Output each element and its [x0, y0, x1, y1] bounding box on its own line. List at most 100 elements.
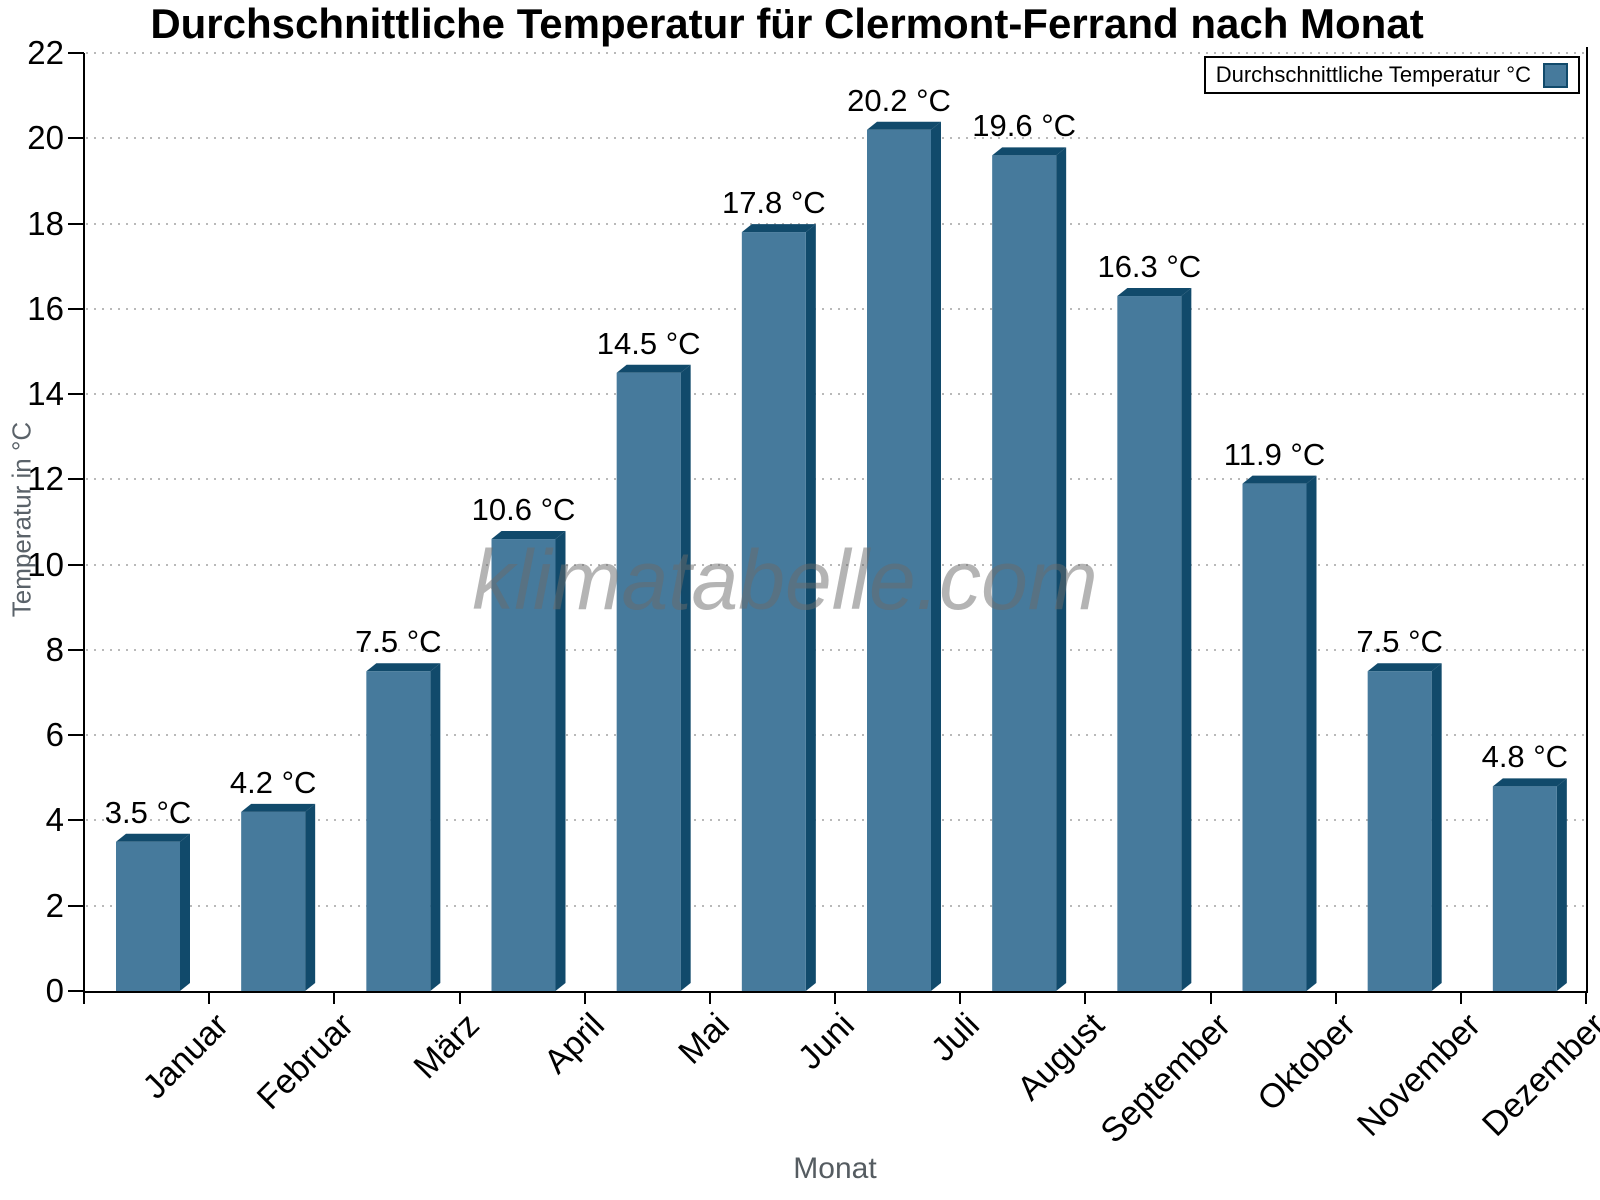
x-tick-8	[1084, 991, 1087, 1004]
y-tick-18	[68, 222, 84, 225]
bar-series	[116, 121, 1567, 992]
bar-face	[1242, 483, 1307, 991]
y-tick-10	[68, 563, 84, 566]
gridline-12	[86, 478, 1586, 481]
y-axis-title: Temperatur in °C	[6, 421, 37, 618]
bar-face	[616, 372, 681, 992]
bar-top-bevel	[1242, 475, 1317, 484]
x-tick-6	[834, 991, 836, 1004]
y-tick-2	[68, 904, 84, 907]
y-tick-label-14: 14	[27, 375, 64, 413]
plot-right-border	[1586, 47, 1588, 993]
bar-value-label-august: 19.6 °C	[972, 108, 1077, 144]
gridline-18	[86, 222, 1586, 225]
bar-april	[491, 531, 566, 991]
y-tick-label-18: 18	[27, 204, 64, 242]
bar-dezember	[1492, 778, 1567, 991]
x-tick-12	[1585, 991, 1587, 1004]
x-tick-7	[959, 991, 962, 1004]
bar-top-bevel	[491, 531, 566, 540]
bar-side-bevel	[1056, 147, 1067, 991]
bar-side-bevel	[1181, 288, 1192, 991]
legend-swatch-icon	[1543, 62, 1568, 88]
bar-side-bevel	[430, 663, 441, 991]
bar-value-label-oktober: 11.9 °C	[1223, 436, 1326, 472]
y-tick-8	[68, 648, 84, 651]
y-tick-label-6: 6	[45, 716, 64, 754]
bar-face	[1492, 786, 1557, 991]
bar-face	[1367, 671, 1432, 991]
x-tick-1	[208, 991, 211, 1004]
y-tick-20	[68, 137, 84, 140]
bar-face	[741, 232, 806, 991]
bar-februar	[241, 803, 316, 991]
bar-value-label-märz: 7.5 °C	[355, 624, 442, 660]
bar-value-label-november: 7.5 °C	[1356, 624, 1443, 660]
bar-top-bevel	[1117, 288, 1192, 297]
bar-face	[366, 671, 431, 991]
x-tick-4	[583, 991, 586, 1004]
y-tick-label-8: 8	[45, 630, 64, 668]
bar-top-bevel	[992, 147, 1067, 156]
bar-face	[241, 811, 306, 991]
y-axis-line	[83, 53, 85, 993]
gridline-22	[86, 52, 1586, 54]
bar-face	[867, 129, 931, 991]
bar-juli	[867, 121, 941, 991]
bar-top-bevel	[241, 803, 316, 812]
y-tick-label-22: 22	[27, 34, 64, 71]
gridline-14	[86, 393, 1586, 396]
bar-side-bevel	[1306, 475, 1317, 991]
bar-mai	[616, 364, 691, 992]
bar-top-bevel	[116, 833, 190, 842]
y-tick-label-20: 20	[27, 119, 64, 157]
y-tick-12	[68, 478, 84, 481]
bar-top-bevel	[741, 224, 816, 233]
bar-side-bevel	[680, 364, 691, 992]
x-tick-11	[1459, 991, 1462, 1004]
bar-november	[1367, 663, 1442, 991]
gridline-2	[86, 904, 1586, 907]
bar-oktober	[1242, 475, 1317, 991]
gridline-10	[86, 563, 1586, 566]
gridline-8	[86, 648, 1586, 651]
gridline-16	[86, 307, 1586, 310]
legend-label: Durchschnittliche Temperatur °C	[1215, 62, 1531, 87]
x-axis-title: Monat	[793, 1152, 877, 1185]
bar-top-bevel	[366, 663, 441, 672]
bar-side-bevel	[180, 833, 190, 991]
y-tick-label-16: 16	[27, 289, 64, 327]
bar-value-label-dezember: 4.8 °C	[1481, 739, 1569, 775]
y-tick-14	[68, 393, 84, 396]
watermark: klimatabelle.com	[472, 533, 1098, 627]
bar-value-label-mai: 14.5 °C	[596, 325, 701, 361]
bar-top-bevel	[867, 121, 941, 130]
y-tick-6	[68, 734, 84, 737]
bar-august	[992, 147, 1067, 991]
bar-januar	[116, 833, 190, 991]
gridline-20	[86, 137, 1586, 140]
y-tick-4	[68, 819, 84, 822]
bar-side-bevel	[1431, 663, 1442, 991]
x-tick-0	[83, 991, 85, 1004]
gridline-6	[86, 734, 1586, 737]
bar-top-bevel	[1492, 778, 1567, 787]
bar-value-label-april: 10.6 °C	[471, 492, 576, 528]
y-tick-label-4: 4	[45, 801, 64, 839]
bar-side-bevel	[805, 224, 816, 991]
bar-september	[1117, 288, 1192, 991]
gridline-4	[86, 819, 1586, 822]
y-tick-label-2: 2	[45, 886, 64, 924]
bar-top-bevel	[1367, 663, 1442, 672]
y-tick-22	[68, 52, 84, 54]
bar-value-label-juni: 17.8 °C	[721, 185, 826, 221]
chart-title: Durchschnittliche Temperatur für Clermon…	[150, 0, 1424, 47]
y-tick-0	[68, 990, 84, 992]
bar-side-bevel	[305, 803, 316, 991]
x-tick-2	[333, 991, 336, 1004]
legend: Durchschnittliche Temperatur °C	[1203, 56, 1580, 94]
bar-face	[491, 539, 556, 991]
x-tick-9	[1209, 991, 1212, 1004]
bar-face	[992, 155, 1057, 991]
bar-value-label-juli: 20.2 °C	[847, 82, 951, 118]
